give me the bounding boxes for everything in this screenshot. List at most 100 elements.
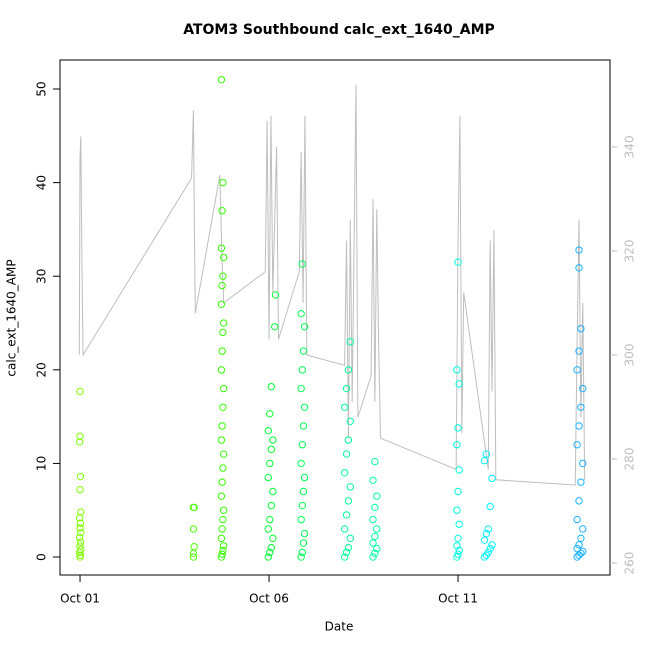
point	[453, 366, 461, 374]
point	[218, 478, 226, 486]
point	[269, 534, 277, 543]
point	[579, 525, 587, 533]
point	[297, 384, 305, 393]
point	[76, 542, 84, 550]
point	[264, 525, 272, 533]
point	[342, 384, 351, 393]
point	[486, 502, 494, 511]
point	[219, 546, 227, 555]
point	[300, 473, 309, 482]
point	[484, 548, 492, 557]
x-tick-label: Oct 06	[249, 592, 289, 606]
point	[75, 533, 84, 542]
point	[344, 497, 353, 505]
y2-tick-label: 300	[623, 344, 637, 367]
point	[298, 366, 307, 374]
point	[217, 300, 226, 309]
point	[369, 553, 377, 561]
point	[455, 466, 463, 474]
point	[219, 384, 228, 393]
point	[219, 253, 228, 262]
point	[455, 380, 463, 388]
point	[297, 459, 305, 468]
y-tick-label: 10	[35, 456, 49, 471]
point	[77, 508, 85, 516]
y2-tick-label: 260	[623, 552, 637, 575]
point	[218, 206, 226, 215]
point	[453, 506, 461, 514]
point	[267, 445, 276, 454]
point	[76, 432, 84, 440]
point	[76, 485, 84, 494]
point	[271, 291, 280, 299]
point	[579, 547, 587, 556]
y-tick-label: 30	[35, 269, 49, 284]
point	[75, 438, 84, 446]
point	[219, 464, 227, 472]
point	[346, 483, 355, 491]
point	[76, 524, 84, 532]
point	[299, 422, 308, 430]
y-axis-title: calc_ext_1640_AMP	[5, 259, 19, 376]
point	[77, 545, 85, 554]
point	[369, 515, 377, 524]
point	[454, 487, 462, 496]
point	[342, 548, 351, 557]
point	[488, 541, 496, 549]
point	[267, 543, 276, 552]
point	[373, 525, 381, 533]
y2-tick-label: 340	[623, 135, 637, 158]
point	[297, 553, 305, 561]
point	[264, 553, 272, 561]
point	[371, 549, 379, 557]
point	[267, 382, 276, 391]
point	[300, 403, 309, 411]
point	[299, 539, 308, 547]
point	[219, 515, 227, 524]
point	[219, 272, 227, 280]
point	[344, 543, 353, 552]
point	[264, 426, 272, 435]
point	[298, 260, 307, 268]
point	[266, 459, 274, 468]
point	[346, 534, 355, 543]
y-tick-label: 50	[35, 81, 49, 96]
point	[454, 550, 462, 558]
point	[266, 515, 274, 524]
point	[77, 528, 85, 537]
point	[369, 539, 377, 547]
point	[575, 422, 583, 430]
point	[298, 441, 307, 449]
point	[346, 417, 355, 426]
point	[346, 338, 355, 346]
y-tick-label: 20	[35, 362, 49, 377]
point	[575, 246, 583, 254]
point	[298, 548, 307, 557]
point	[573, 515, 581, 524]
chart-title: ATOM3 Southbound calc_ext_1640_AMP	[183, 22, 495, 38]
point	[218, 550, 226, 558]
point	[575, 497, 583, 505]
point	[579, 384, 587, 393]
point	[219, 450, 228, 458]
point	[190, 543, 198, 551]
point	[340, 525, 349, 533]
point	[266, 548, 274, 557]
point	[484, 525, 492, 533]
point	[373, 492, 381, 500]
point	[575, 551, 583, 559]
point	[75, 514, 84, 522]
y-tick-label: 0	[35, 553, 49, 561]
point	[577, 324, 585, 333]
x-tick-label: Oct 01	[60, 592, 100, 606]
point	[189, 553, 198, 561]
point	[266, 410, 274, 418]
point	[299, 487, 308, 496]
point	[575, 264, 583, 272]
point	[218, 281, 226, 290]
point	[573, 366, 581, 374]
x-axis-title: Date	[325, 620, 354, 634]
point	[217, 534, 226, 543]
